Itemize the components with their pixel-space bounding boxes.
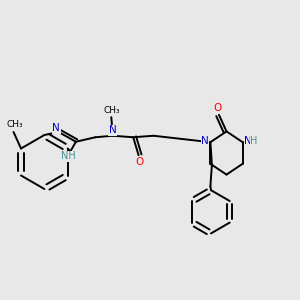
Text: NH: NH: [61, 151, 76, 161]
Text: CH₃: CH₃: [104, 106, 121, 115]
Text: H: H: [250, 136, 258, 146]
Text: N: N: [244, 136, 252, 146]
Text: N: N: [52, 123, 60, 134]
Text: O: O: [135, 157, 144, 167]
Text: O: O: [213, 103, 222, 113]
Text: CH₃: CH₃: [7, 120, 23, 129]
Text: N: N: [109, 125, 117, 135]
Text: N: N: [201, 136, 209, 146]
